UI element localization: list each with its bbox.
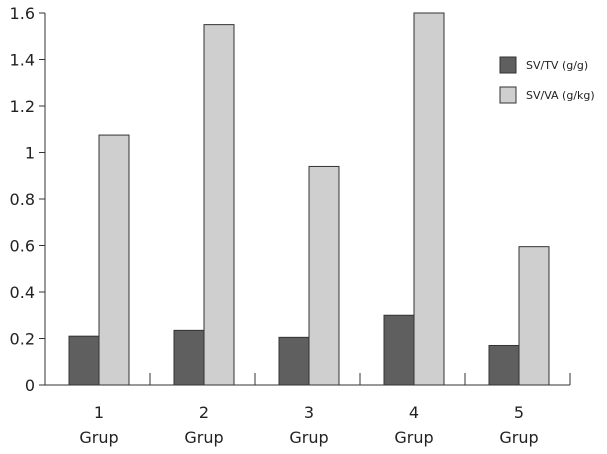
bar-series-1-category-4 xyxy=(383,314,415,386)
y-tick-label: 1.4 xyxy=(10,51,35,70)
y-tick-label: 1.2 xyxy=(10,97,35,116)
legend-swatch xyxy=(499,56,517,74)
x-tick-label-number: 3 xyxy=(304,403,314,422)
x-tick-label-text: Grup xyxy=(499,428,538,447)
x-tick-labels: 1 Grup 2 Grup 3 Grup 4 Grup 5 Grup xyxy=(79,403,538,447)
x-tick-label-number: 5 xyxy=(514,403,524,422)
y-tick-label: 0.2 xyxy=(10,330,35,349)
legend-label: SV/VA (g/kg) xyxy=(526,89,595,102)
y-tick-label: 1.6 xyxy=(10,4,35,23)
bar-series-2-category-4 xyxy=(413,12,445,386)
legend-label: SV/TV (g/g) xyxy=(526,59,588,72)
y-tick-label: 0.4 xyxy=(10,283,35,302)
x-tick-label-number: 2 xyxy=(199,403,209,422)
y-tick-label: 0.6 xyxy=(10,237,35,256)
bar-series-2-category-2 xyxy=(203,24,235,386)
x-tick-label-text: Grup xyxy=(79,428,118,447)
y-tick-label: 0 xyxy=(25,376,35,395)
y-tick-label: 0.8 xyxy=(10,190,35,209)
x-tick-label-number: 4 xyxy=(409,403,419,422)
x-tick-label-number: 1 xyxy=(94,403,104,422)
bars xyxy=(68,12,550,386)
bar-series-2-category-1 xyxy=(98,134,130,386)
y-axis: 0 0.2 0.4 0.6 0.8 1 1.2 1.4 1.6 xyxy=(10,4,46,395)
bar-series-1-category-2 xyxy=(173,329,205,386)
x-tick-label-text: Grup xyxy=(184,428,223,447)
legend-swatch xyxy=(499,86,517,104)
bar-series-1-category-5 xyxy=(488,344,520,386)
bar-series-1-category-3 xyxy=(278,336,310,386)
y-tick-label: 1 xyxy=(25,144,35,163)
bar-series-2-category-5 xyxy=(518,246,550,386)
legend: SV/TV (g/g) SV/VA (g/kg) xyxy=(499,56,595,104)
bar-series-2-category-3 xyxy=(308,165,340,386)
bar-series-1-category-1 xyxy=(68,335,100,386)
x-tick-label-text: Grup xyxy=(394,428,433,447)
x-tick-label-text: Grup xyxy=(289,428,328,447)
